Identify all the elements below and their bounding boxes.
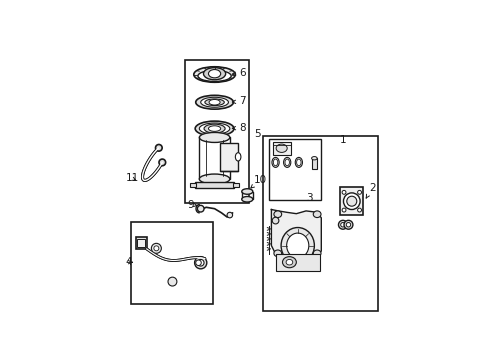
Bar xyxy=(340,187,363,215)
Ellipse shape xyxy=(235,153,241,161)
Ellipse shape xyxy=(200,97,228,107)
Ellipse shape xyxy=(311,157,317,160)
Text: 5: 5 xyxy=(253,129,260,139)
Ellipse shape xyxy=(198,70,231,81)
Ellipse shape xyxy=(276,144,286,152)
Ellipse shape xyxy=(203,68,225,80)
Circle shape xyxy=(168,277,177,286)
Circle shape xyxy=(155,144,162,151)
Bar xyxy=(275,254,319,270)
Ellipse shape xyxy=(285,260,292,265)
Circle shape xyxy=(346,222,350,227)
Circle shape xyxy=(342,190,346,194)
Text: 9: 9 xyxy=(187,199,197,210)
Text: 3: 3 xyxy=(305,193,312,203)
Circle shape xyxy=(342,208,346,212)
Text: 2: 2 xyxy=(366,183,375,198)
Text: 10: 10 xyxy=(250,175,266,188)
Ellipse shape xyxy=(273,211,281,217)
Ellipse shape xyxy=(313,250,320,257)
Ellipse shape xyxy=(296,159,301,166)
Circle shape xyxy=(154,246,159,251)
Circle shape xyxy=(340,222,345,227)
Bar xyxy=(131,222,213,304)
Text: 8: 8 xyxy=(232,123,245,133)
Circle shape xyxy=(195,260,201,266)
Bar xyxy=(233,183,239,187)
Bar xyxy=(272,141,290,155)
Ellipse shape xyxy=(195,95,233,109)
Ellipse shape xyxy=(282,257,296,268)
Bar xyxy=(268,139,321,200)
Ellipse shape xyxy=(241,189,252,194)
Ellipse shape xyxy=(204,99,224,105)
Text: 7: 7 xyxy=(232,96,245,107)
Bar xyxy=(137,239,145,247)
Ellipse shape xyxy=(273,250,281,257)
Circle shape xyxy=(357,208,361,212)
Ellipse shape xyxy=(285,159,289,166)
Bar xyxy=(195,182,233,188)
Bar xyxy=(135,237,146,249)
Ellipse shape xyxy=(193,67,235,82)
Ellipse shape xyxy=(271,157,279,167)
Ellipse shape xyxy=(283,157,290,167)
Ellipse shape xyxy=(199,132,229,143)
Circle shape xyxy=(159,159,165,166)
Bar xyxy=(190,183,195,187)
Ellipse shape xyxy=(208,126,220,131)
Ellipse shape xyxy=(195,121,233,136)
Bar xyxy=(311,158,317,169)
Ellipse shape xyxy=(199,174,229,184)
Circle shape xyxy=(194,257,206,269)
Bar xyxy=(185,60,249,203)
Ellipse shape xyxy=(203,124,224,133)
Ellipse shape xyxy=(273,159,277,166)
Circle shape xyxy=(197,205,203,212)
Ellipse shape xyxy=(281,228,314,264)
Ellipse shape xyxy=(286,233,308,258)
Text: 1: 1 xyxy=(339,135,346,145)
Circle shape xyxy=(357,190,361,194)
Bar xyxy=(263,136,377,311)
Circle shape xyxy=(344,220,352,229)
Circle shape xyxy=(346,196,356,206)
Text: 4: 4 xyxy=(125,257,132,267)
Text: 11: 11 xyxy=(125,174,138,184)
Ellipse shape xyxy=(313,211,320,217)
Text: 6: 6 xyxy=(232,68,245,78)
Circle shape xyxy=(226,212,232,218)
Circle shape xyxy=(343,193,359,210)
Ellipse shape xyxy=(208,99,220,105)
Circle shape xyxy=(338,220,346,229)
Ellipse shape xyxy=(208,69,220,78)
Ellipse shape xyxy=(199,123,229,134)
Circle shape xyxy=(197,260,203,266)
Bar xyxy=(220,143,238,171)
Polygon shape xyxy=(271,210,321,262)
Ellipse shape xyxy=(295,157,302,167)
Circle shape xyxy=(272,217,278,224)
Ellipse shape xyxy=(241,197,252,202)
Circle shape xyxy=(151,243,161,253)
